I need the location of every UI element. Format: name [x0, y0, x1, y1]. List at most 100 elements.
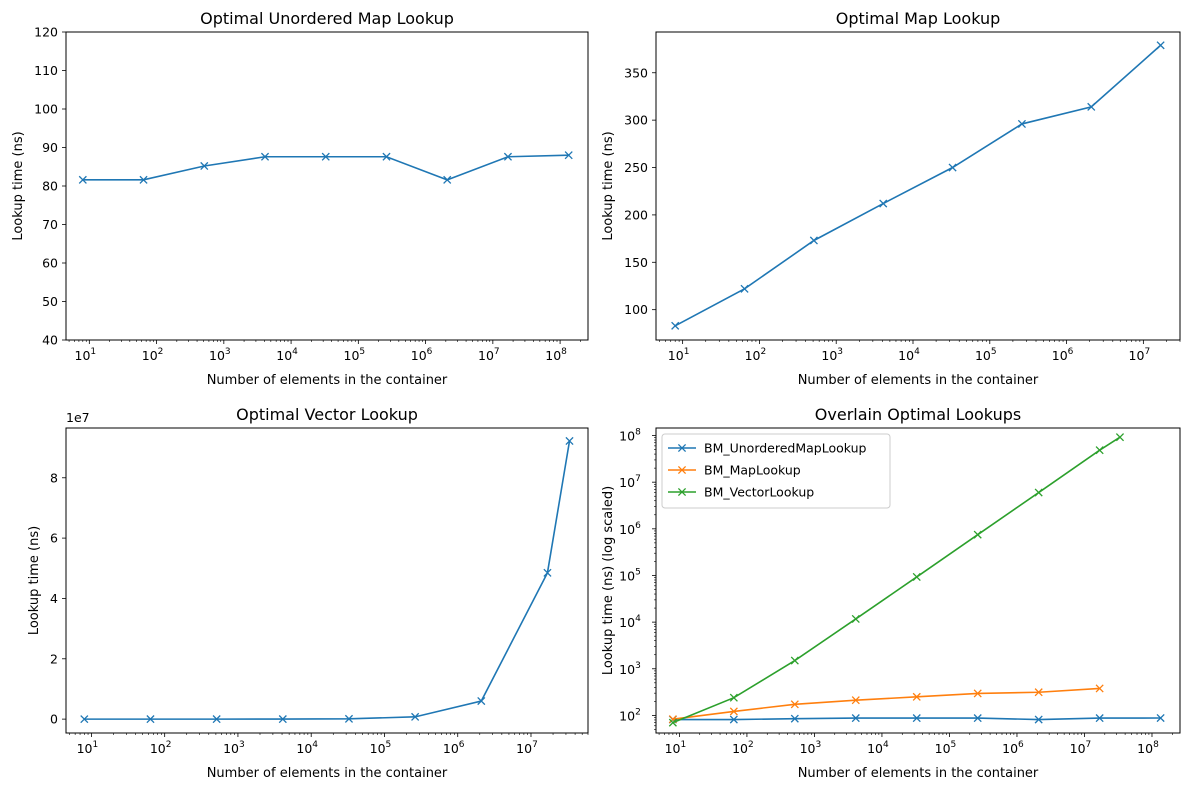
chart-title: Optimal Vector Lookup: [236, 405, 418, 424]
data-point: [321, 152, 330, 161]
y-tick-exponent: 7: [635, 474, 641, 484]
y-tick-label: 60: [42, 256, 58, 271]
chart-title: Overlain Optimal Lookups: [815, 405, 1021, 424]
data-point: [78, 175, 87, 184]
x-tick-exponent: 2: [166, 740, 172, 750]
axes-frame: [65, 31, 589, 341]
y-tick-label: 90: [42, 140, 58, 155]
y-offset-label: 1e7: [66, 410, 90, 425]
x-tick-label: 101: [665, 740, 687, 756]
y-tick-label: 40: [42, 333, 58, 348]
x-tick-label: 106: [1052, 347, 1074, 363]
x-tick-exponent: 5: [951, 740, 957, 750]
x-tick-exponent: 1: [90, 347, 96, 357]
y-tick-label: 8: [50, 470, 58, 485]
y-tick-label: 4: [50, 591, 58, 606]
data-point: [1034, 688, 1043, 697]
data-point: [790, 656, 799, 665]
x-tick-exponent: 4: [292, 347, 298, 357]
x-tick-exponent: 4: [883, 740, 889, 750]
legend-box: [661, 433, 891, 509]
y-tick-label: 70: [42, 217, 58, 232]
x-tick-label: 107: [1129, 347, 1151, 363]
series-line: [674, 44, 1162, 327]
data-point: [1156, 713, 1165, 723]
y-tick-label: 250: [624, 160, 648, 175]
data-point: [1095, 446, 1104, 455]
y-tick-label: 107: [619, 474, 641, 490]
y-tick-label: 104: [619, 614, 641, 630]
x-tick-exponent: 7: [532, 740, 538, 750]
x-axis-label: Number of elements in the container: [798, 766, 1039, 781]
y-tick-label: 103: [619, 661, 641, 677]
series-line: [82, 154, 569, 181]
x-tick-label: 105: [935, 740, 957, 756]
y-tick-label: 2: [50, 651, 58, 666]
data-point: [564, 151, 573, 160]
chart-panel-map: Optimal Map Lookup Number of elements in…: [601, 9, 1181, 388]
y-axis-label: Lookup time (ns): [601, 131, 616, 240]
x-tick-label: 104: [276, 347, 298, 363]
data-point: [851, 714, 860, 723]
x-tick-label: 104: [867, 740, 889, 756]
data-point: [973, 714, 982, 723]
data-point: [278, 715, 287, 724]
x-tick-exponent: 8: [1153, 740, 1159, 750]
x-tick-label: 103: [821, 347, 843, 363]
data-point: [668, 718, 677, 727]
data-point: [1087, 102, 1096, 111]
x-axis-label: Number of elements in the container: [207, 373, 448, 388]
series-0: [78, 151, 573, 184]
data-point: [139, 175, 148, 184]
x-tick-label: 106: [411, 347, 433, 363]
data-point: [382, 152, 391, 161]
x-tick-exponent: 5: [991, 347, 997, 357]
x-tick-label: 105: [370, 740, 392, 756]
y-tick-exponent: 4: [635, 614, 641, 624]
x-tick-label: 101: [668, 347, 690, 363]
data-point: [80, 715, 89, 724]
chart-title: Optimal Unordered Map Lookup: [200, 9, 454, 28]
data-point: [503, 152, 513, 161]
data-point: [212, 715, 221, 724]
data-point: [851, 614, 860, 624]
x-tick-label: 102: [732, 740, 754, 756]
data-point: [973, 689, 982, 698]
x-tick-label: 106: [443, 740, 465, 756]
legend-entry: BM_MapLookup: [704, 463, 801, 478]
x-tick-exponent: 3: [225, 347, 231, 357]
legend: BM_UnorderedMapLookup BM_MapLookup BM_Vect…: [661, 433, 891, 509]
y-tick-label: 110: [34, 63, 58, 78]
y-tick-label: 6: [50, 531, 58, 546]
data-point: [200, 161, 209, 171]
x-tick-exponent: 2: [748, 740, 754, 750]
series-1: [668, 684, 1104, 724]
series-0: [671, 41, 1165, 330]
data-point: [671, 321, 680, 330]
x-tick-label: 102: [142, 347, 164, 363]
data-point: [973, 530, 982, 539]
data-point: [729, 693, 738, 702]
data-point: [1017, 119, 1026, 128]
x-tick-exponent: 3: [816, 740, 822, 750]
data-point: [146, 715, 155, 724]
x-tick-exponent: 6: [1018, 740, 1024, 750]
x-tick-exponent: 1: [684, 347, 690, 357]
x-tick-exponent: 1: [680, 740, 686, 750]
y-tick-label: 150: [624, 255, 648, 270]
x-tick-label: 102: [745, 347, 767, 363]
x-tick-exponent: 1: [92, 740, 98, 750]
data-point: [809, 236, 818, 245]
x-axis-label: Number of elements in the container: [207, 766, 448, 781]
x-tick-exponent: 4: [312, 740, 318, 750]
y-tick-label: 102: [619, 707, 641, 723]
data-point: [740, 284, 749, 293]
x-tick-exponent: 6: [427, 347, 433, 357]
x-tick-label: 107: [1070, 740, 1092, 756]
data-point: [912, 572, 921, 582]
legend-swatch-marker: [677, 443, 687, 453]
x-tick-exponent: 2: [158, 347, 164, 357]
x-tick-exponent: 7: [1086, 740, 1092, 750]
series-2: [668, 433, 1125, 727]
axes-frame: [65, 427, 589, 734]
